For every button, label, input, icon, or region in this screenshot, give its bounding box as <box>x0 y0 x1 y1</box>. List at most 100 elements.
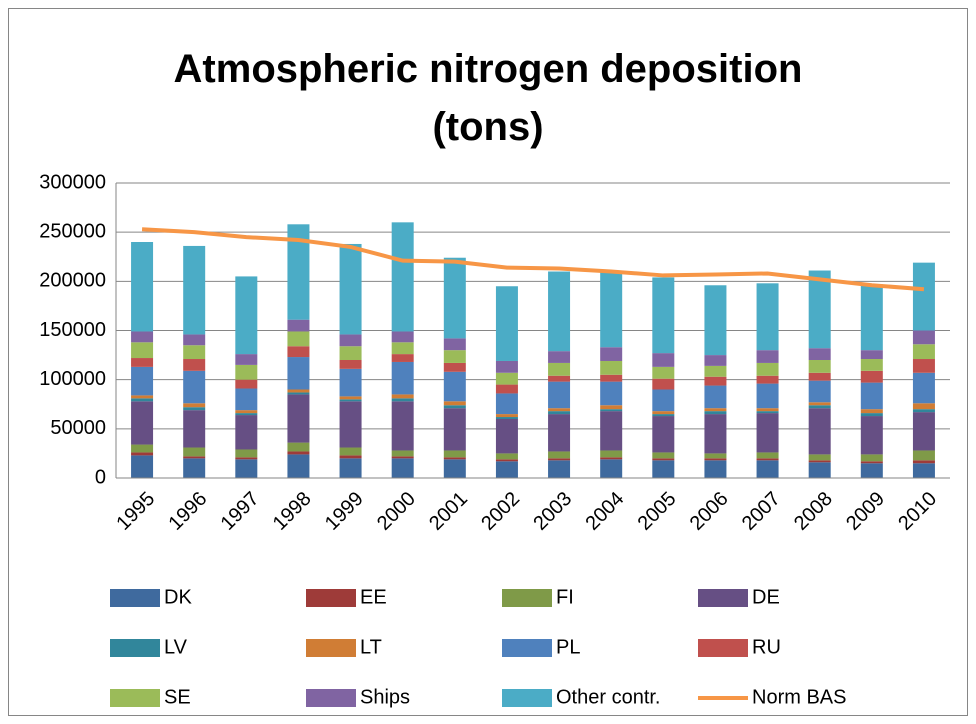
bar-segment <box>183 403 206 408</box>
bar-segment <box>235 276 258 355</box>
bar-segment <box>756 350 779 363</box>
bar-segment <box>495 393 518 415</box>
chart-border <box>8 8 968 716</box>
bar-segment <box>548 460 571 478</box>
bar-segment <box>548 451 571 459</box>
bar-segment <box>600 405 623 410</box>
bar-segment <box>443 401 466 406</box>
bar-segment <box>548 271 571 352</box>
bar-segment <box>704 414 727 454</box>
bar-segment <box>600 374 623 382</box>
bar-segment <box>339 447 362 456</box>
bar-segment <box>183 334 206 346</box>
bar-segment <box>808 408 831 455</box>
bar-segment <box>287 224 310 320</box>
bar-segment <box>600 272 623 348</box>
legend-label: Ships <box>360 686 410 708</box>
bar-segment <box>704 458 727 461</box>
bar-segment <box>860 461 883 464</box>
bar-segment <box>287 389 310 393</box>
bar-segment <box>495 372 518 385</box>
bar-segment <box>808 462 831 478</box>
bar-segment <box>652 452 675 459</box>
bar-segment <box>235 459 258 478</box>
bar-segment <box>235 410 258 414</box>
bar-segment <box>600 411 623 451</box>
y-tick-label: 250000 <box>39 220 106 242</box>
bar-segment <box>808 380 831 403</box>
bar-segment <box>287 394 310 443</box>
bar-segment <box>339 334 362 347</box>
chart-title: Atmospheric nitrogen deposition (tons) <box>173 47 803 149</box>
legend-label: PL <box>556 636 580 658</box>
bar-segment <box>756 460 779 478</box>
legend-label: EE <box>360 586 387 608</box>
legend-swatch <box>502 689 552 707</box>
bar-segment <box>131 242 154 332</box>
bar-segment <box>443 450 466 458</box>
legend-swatch <box>110 639 160 657</box>
bar-segment <box>287 331 310 347</box>
bar-segment <box>652 414 675 417</box>
bar-segment <box>235 364 258 380</box>
bar-segment <box>443 362 466 372</box>
bar-segment <box>391 361 414 395</box>
bar-segment <box>808 402 831 406</box>
bar-segment <box>912 344 935 360</box>
bar-segment <box>652 366 675 379</box>
bar-segment <box>652 353 675 367</box>
bar-segment <box>131 444 154 453</box>
bar-segment <box>756 411 779 414</box>
bar-segment <box>548 351 571 363</box>
bar-segment <box>131 342 154 359</box>
bar-segment <box>912 412 935 451</box>
bar-segment <box>860 382 883 410</box>
bar-segment <box>860 416 883 455</box>
bar-segment <box>860 409 883 414</box>
y-tick-label: 150000 <box>39 319 106 341</box>
legend-label: Norm BAS <box>752 686 846 708</box>
bar-segment <box>183 447 206 457</box>
bar-segment <box>860 350 883 360</box>
bar-segment <box>235 354 258 365</box>
bar-segment <box>860 359 883 371</box>
bar-segment <box>704 376 727 386</box>
bar-segment <box>600 450 623 458</box>
bar-segment <box>808 348 831 360</box>
bar-segment <box>652 416 675 453</box>
bar-segment <box>235 379 258 389</box>
bar-segment <box>287 451 310 455</box>
bar-segment <box>391 456 414 459</box>
bar-segment <box>860 463 883 478</box>
legend-swatch <box>698 639 748 657</box>
legend-swatch <box>306 639 356 657</box>
bar-segment <box>704 453 727 459</box>
legend-swatch <box>110 689 160 707</box>
bar-segment <box>808 270 831 349</box>
bar-segment <box>131 395 154 399</box>
bar-segment <box>912 450 935 461</box>
bar-segment <box>548 414 571 452</box>
bar-segment <box>235 457 258 460</box>
bar-segment <box>600 381 623 406</box>
bar-segment <box>235 388 258 411</box>
bar-segment <box>912 409 935 413</box>
bar-segment <box>652 277 675 354</box>
bar-segment <box>912 262 935 331</box>
bar-segment <box>183 407 206 411</box>
bar-segment <box>495 417 518 419</box>
bar-segment <box>495 286 518 361</box>
bar-segment <box>391 398 414 402</box>
bar-segment <box>756 375 779 384</box>
bar-segment <box>443 457 466 460</box>
bar-segment <box>183 370 206 404</box>
bar-segment <box>756 283 779 351</box>
bar-segment <box>287 392 310 395</box>
bar-segment <box>912 403 935 410</box>
bar-segment <box>548 458 571 461</box>
bar-segment <box>756 408 779 412</box>
bar-segment <box>339 396 362 400</box>
bar-segment <box>912 372 935 404</box>
